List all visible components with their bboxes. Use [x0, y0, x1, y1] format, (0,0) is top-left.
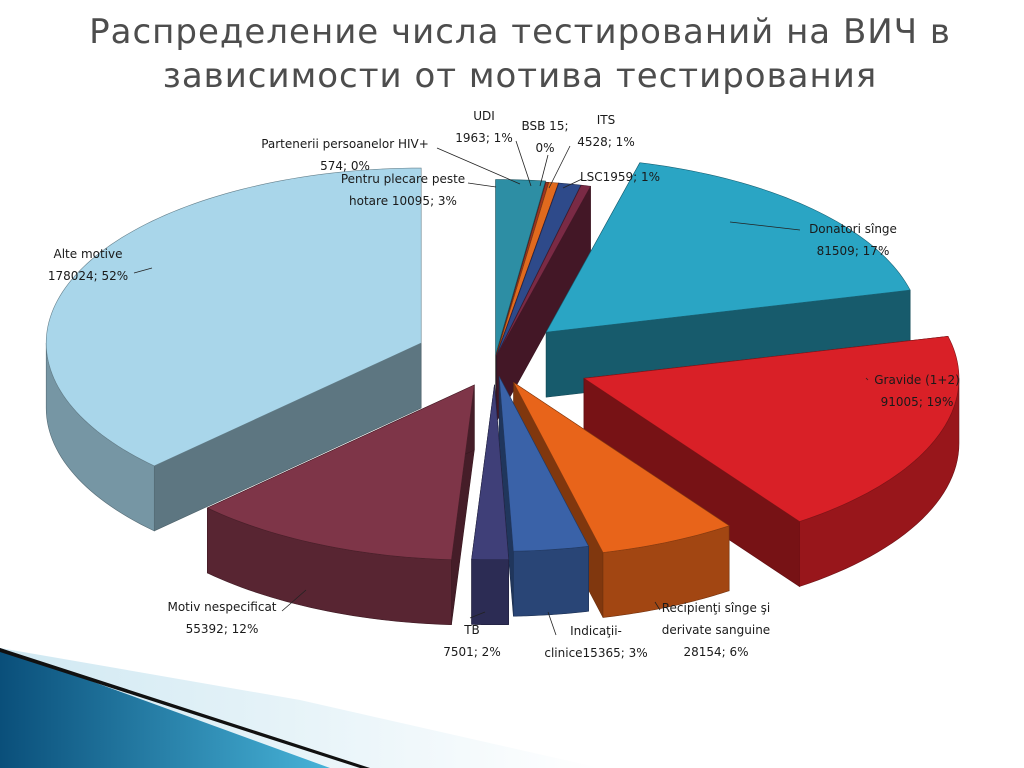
data-label-line: 55392; 12%	[186, 622, 259, 636]
data-label-line: clinice15365; 3%	[544, 646, 647, 660]
data-label-line: 1963; 1%	[455, 131, 512, 145]
title-line-1: Распределение числа тестирований на ВИЧ …	[89, 12, 951, 52]
leader-line-motiv-nespecificat	[281, 589, 307, 612]
decoration-dark-stripe	[0, 648, 370, 768]
data-label-bsb: BSB 15; 0%	[522, 119, 569, 155]
data-label-line: Recipienţi sînge şi	[662, 601, 771, 615]
data-label-gravide-1-2: Gravide (1+2) 91005; 19%	[874, 373, 960, 409]
slice-alte-motive	[45, 167, 422, 532]
title-line-2: зависимости от мотива тестирования	[162, 56, 878, 96]
slice-top-face	[545, 162, 911, 333]
slice-top-face	[496, 184, 592, 356]
data-label-line: Motiv nespecificat	[167, 600, 276, 614]
slice-tb	[471, 384, 510, 626]
leader-line-indica-ii-clinice	[547, 611, 557, 636]
data-label-line: 574; 0%	[320, 159, 370, 173]
slice-top-face	[498, 376, 590, 552]
slide-title: Распределение числа тестирований на ВИЧ …	[40, 10, 1000, 98]
leader-line-its	[548, 145, 571, 189]
label-leader-lines	[133, 140, 869, 636]
data-label-line: LSC1959; 1%	[580, 170, 660, 184]
data-labels: Pentru plecare peste hotare 10095; 3% Part…	[48, 109, 960, 660]
data-label-udi: UDI 1963; 1%	[455, 109, 512, 145]
data-label-line: 7501; 2%	[443, 645, 500, 659]
data-label-line: hotare 10095; 3%	[349, 194, 457, 208]
leader-line-recipien-i-s-nge-i-derivate-sanguine	[654, 601, 661, 611]
leader-line-gravide-1-2	[865, 377, 869, 381]
data-label-partenerii-persoanelor-hiv: Partenerii persoanelor HIV+ 574; 0%	[261, 137, 429, 173]
slice-top-face	[583, 335, 960, 522]
data-label-line: 178024; 52%	[48, 269, 128, 283]
data-label-line: 0%	[535, 141, 554, 155]
slice-gravide-1-2	[583, 335, 960, 588]
data-label-lsc: LSC1959; 1%	[580, 170, 660, 184]
leader-line-donatori-s-nge	[729, 221, 801, 231]
leader-line-lsc	[562, 178, 583, 189]
data-label-line: TB	[463, 623, 480, 637]
data-label-line: Pentru plecare peste	[341, 172, 465, 186]
data-label-line: ITS	[597, 113, 616, 127]
leader-line-pentru-plecare-peste-hotare	[467, 182, 497, 188]
leader-line-bsb	[539, 154, 549, 187]
data-label-line: Gravide (1+2)	[874, 373, 960, 387]
data-label-line: Indicaţii-	[570, 624, 622, 638]
slice-indica-ii-clinice	[498, 376, 590, 617]
data-label-line: UDI	[473, 109, 495, 123]
data-label-line: Alte motive	[54, 247, 123, 261]
slice-top-face	[45, 167, 422, 467]
slice-donatori-s-nge	[545, 162, 911, 398]
slice-lsc	[496, 184, 592, 421]
slice-top-face	[471, 384, 510, 561]
data-label-recipien-i-s-nge-i-derivate-sanguine: Recipienţi sînge şi derivate sanguine 2815…	[662, 601, 771, 659]
data-label-alte-motive: Alte motive 178024; 52%	[48, 247, 128, 283]
data-label-its: ITS 4528; 1%	[577, 113, 634, 149]
slice-top-face	[206, 384, 475, 561]
data-label-line: 81509; 17%	[817, 244, 890, 258]
data-label-motiv-nespecificat: Motiv nespecificat 55392; 12%	[167, 600, 276, 636]
slice-outer-wall	[513, 545, 589, 617]
data-label-line: Donatori sînge	[809, 222, 897, 236]
data-label-indica-ii-clinice: Indicaţii-clinice15365; 3%	[544, 624, 647, 660]
data-label-line: derivate sanguine	[662, 623, 770, 637]
leader-line-tb	[469, 611, 486, 619]
leader-line-alte-motive	[133, 267, 153, 274]
data-label-line: 91005; 19%	[881, 395, 954, 409]
data-label-line: BSB 15;	[522, 119, 569, 133]
decoration-corner	[0, 648, 600, 768]
data-label-pentru-plecare-peste-hotare: Pentru plecare peste hotare 10095; 3%	[341, 172, 465, 208]
data-label-line: 4528; 1%	[577, 135, 634, 149]
leader-line-partenerii-persoanelor-hiv	[436, 147, 521, 185]
pie-slices	[45, 162, 960, 626]
data-label-donatori-s-nge: Donatori sînge 81509; 17%	[809, 222, 897, 258]
slice-top-face	[496, 182, 582, 356]
slice-top-face	[513, 382, 730, 553]
data-label-line: 28154; 6%	[683, 645, 748, 659]
data-label-line: Partenerii persoanelor HIV+	[261, 137, 429, 151]
data-label-tb: TB 7501; 2%	[443, 623, 500, 659]
slice-motiv-nespecificat	[206, 384, 475, 626]
leader-line-udi	[515, 140, 532, 187]
slice-top-face	[495, 179, 546, 355]
